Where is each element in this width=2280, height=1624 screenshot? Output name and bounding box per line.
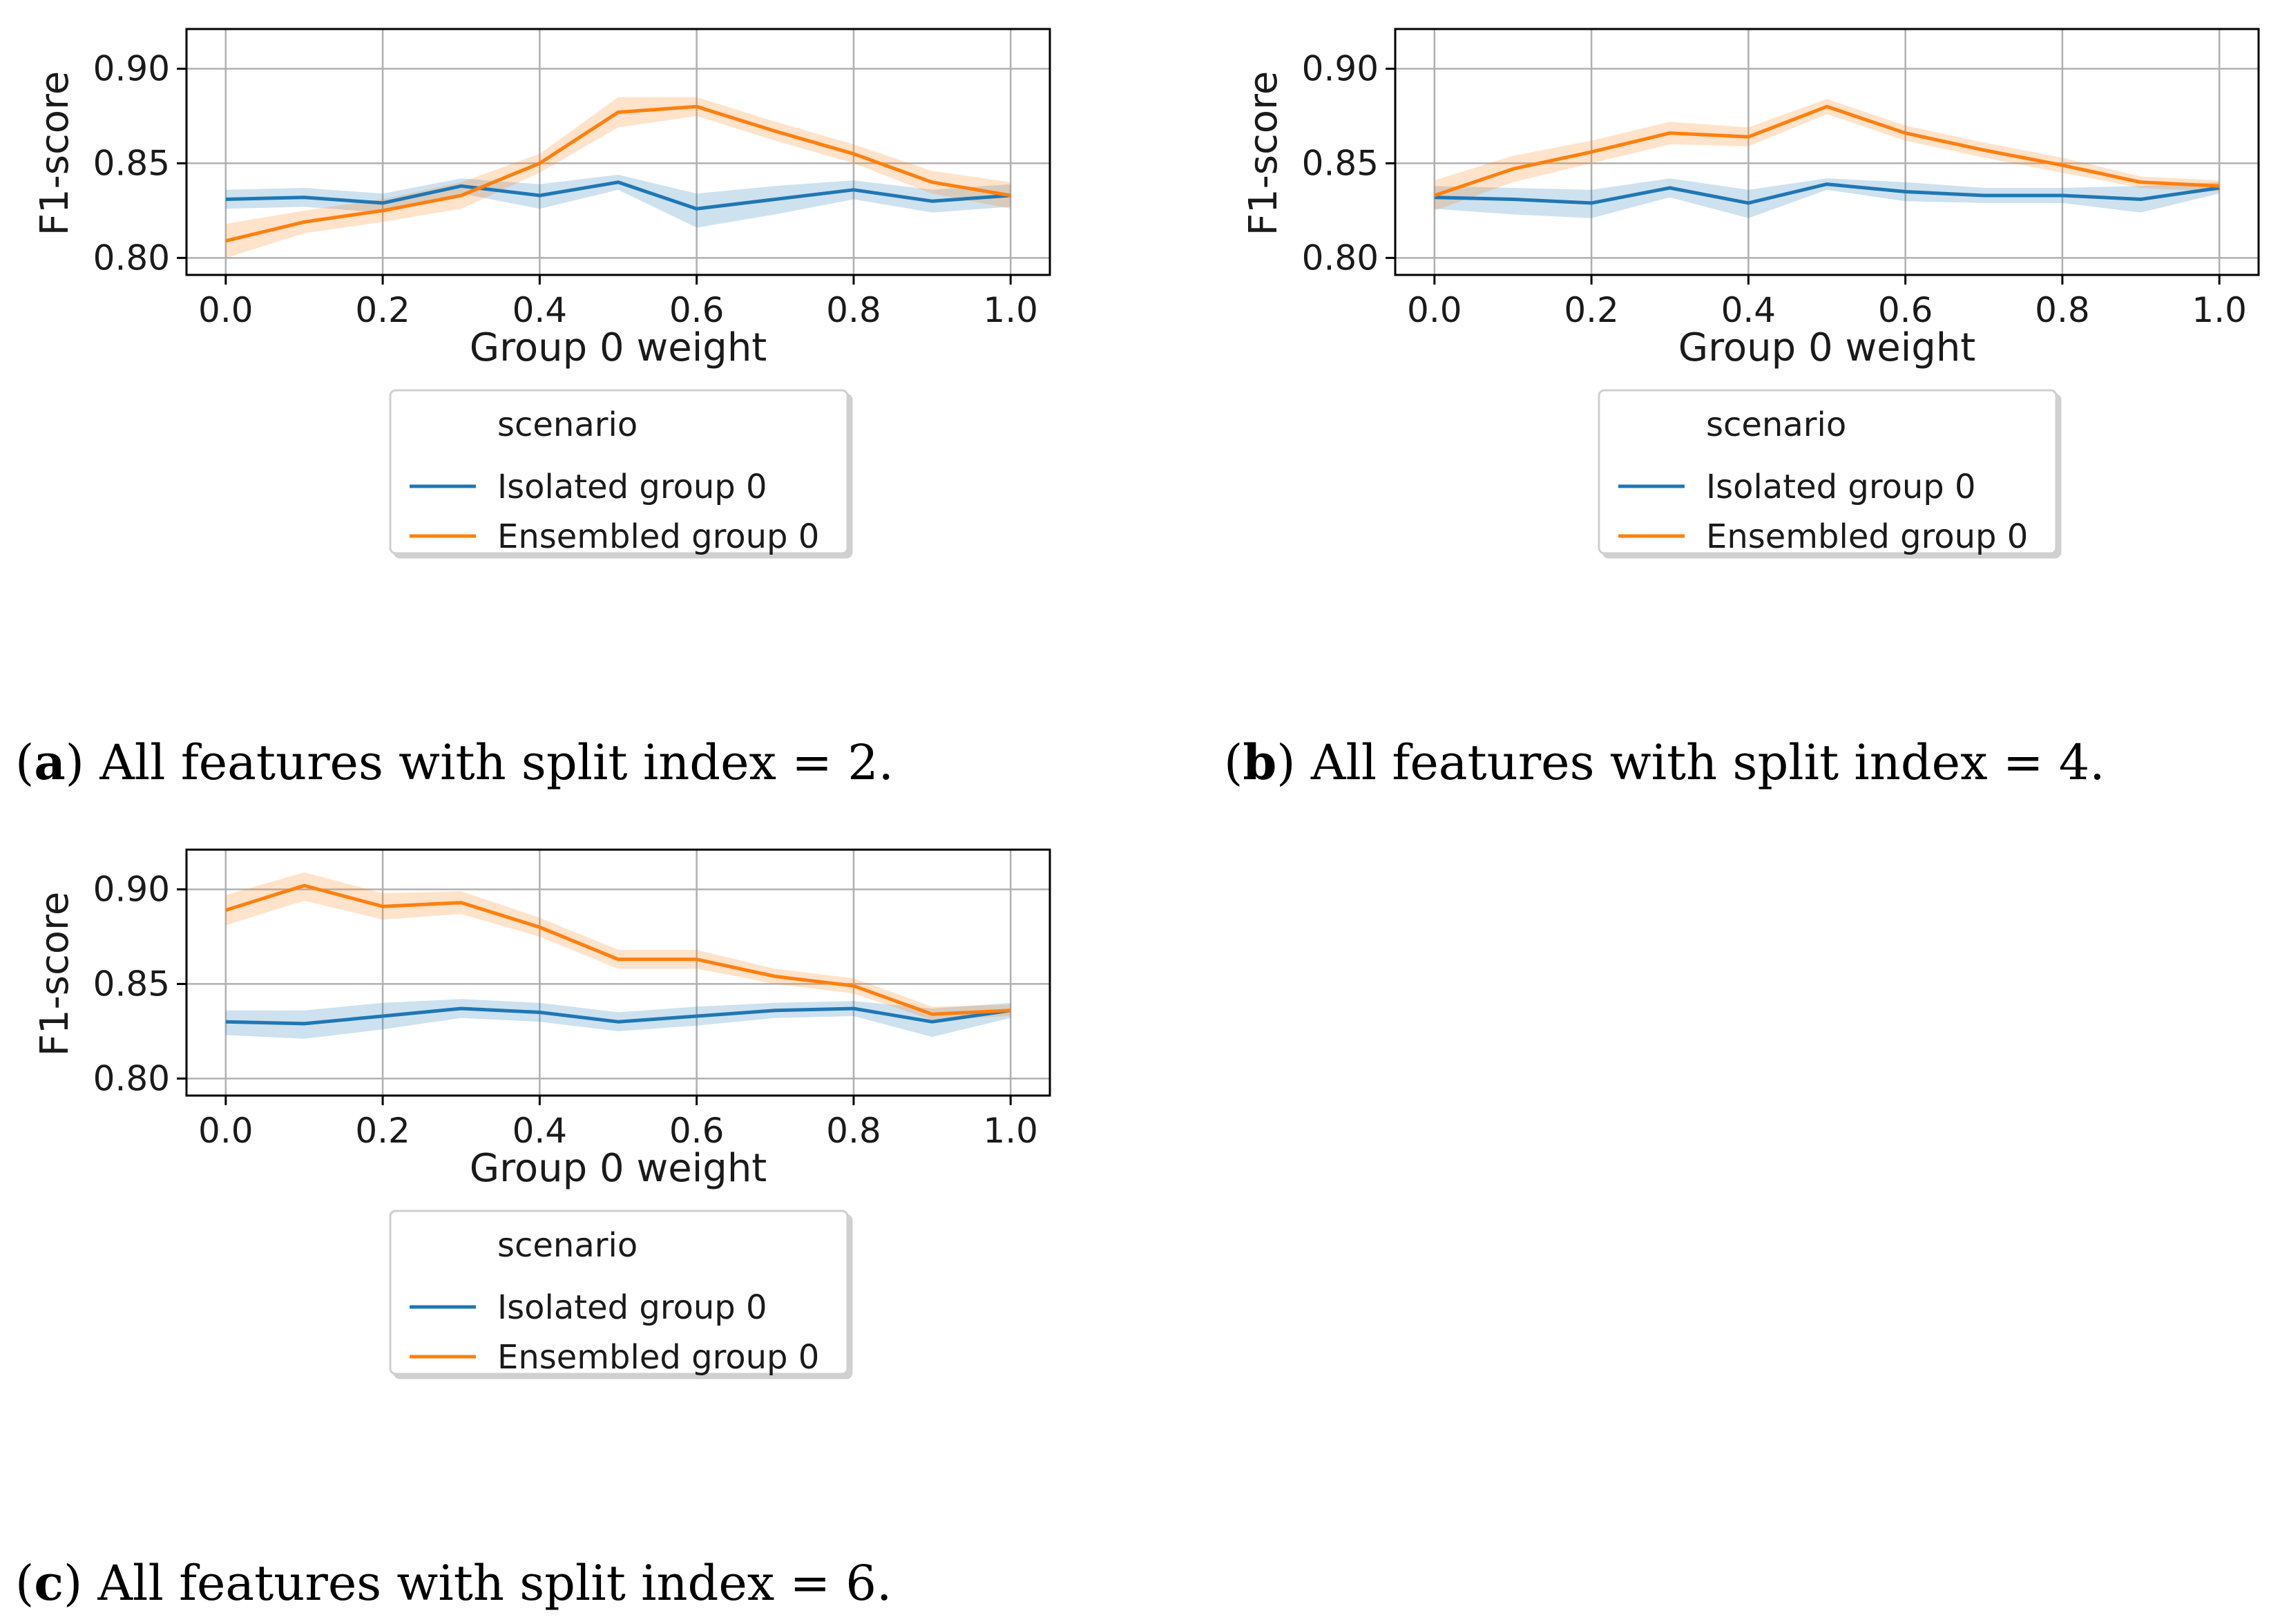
legend-label-ensembled: Ensembled group 0 — [1706, 517, 2028, 556]
confidence-band-isolated — [225, 174, 1011, 228]
x-tick-label: 0.6 — [669, 1111, 725, 1151]
plot-area: 0.0 0.2 0.4 0.6 0.8 1.0 0.80 0.85 0.90 — [1302, 28, 2260, 330]
caption-c: (c) All features with split index = 6. — [15, 1554, 892, 1612]
axes-frame — [185, 848, 1051, 1097]
x-tick-label: 1.0 — [2192, 290, 2247, 330]
caption-a-text: All features with split index = 2. — [84, 734, 894, 791]
panel-b: 0.0 0.2 0.4 0.6 0.8 1.0 0.80 0.85 0.90 Group 0 w… — [1241, 28, 2260, 556]
x-tick-label: 0.8 — [826, 1111, 881, 1151]
series-line-isolated — [1434, 182, 2220, 205]
confidence-band-ensembled — [1434, 99, 2220, 211]
series-line-isolated — [225, 180, 1011, 211]
legend-label-isolated: Isolated group 0 — [1706, 468, 1976, 506]
legend-label-isolated: Isolated group 0 — [497, 1288, 767, 1327]
x-tick-label: 0.0 — [198, 290, 253, 330]
series-line-ensembled — [225, 104, 1011, 243]
x-tick-label: 0.6 — [1878, 290, 1933, 330]
plot-area: 0.0 0.2 0.4 0.6 0.8 1.0 0.80 0.85 0.90 — [93, 848, 1051, 1151]
y-axis-label: F1-score — [32, 71, 77, 236]
confidence-band-ensembled — [225, 872, 1011, 1020]
legend-frame — [1598, 389, 2058, 555]
legend-title: scenario — [497, 405, 638, 444]
x-tick-label: 1.0 — [983, 290, 1038, 330]
y-axis-label: F1-score — [32, 892, 77, 1057]
y-tick-label: 0.90 — [1302, 49, 1379, 89]
x-tick-label: 0.2 — [1564, 290, 1619, 330]
legend-label-ensembled: Ensembled group 0 — [497, 517, 819, 556]
confidence-band-isolated — [1434, 178, 2220, 218]
axes-frame — [185, 28, 1051, 276]
y-tick-label: 0.90 — [93, 49, 170, 89]
y-tick-label: 0.85 — [1302, 143, 1379, 183]
panel-c: 0.0 0.2 0.4 0.6 0.8 1.0 0.80 0.85 0.90 Group 0 w… — [32, 848, 1051, 1377]
axes-frame — [1394, 28, 2260, 276]
legend: scenario Isolated group 0 Ensembled grou… — [389, 389, 849, 556]
x-tick-label: 0.4 — [1721, 290, 1776, 330]
series-line-isolated — [225, 1006, 1011, 1026]
x-tick-label: 0.0 — [198, 1111, 253, 1151]
x-tick-label: 0.0 — [1407, 290, 1462, 330]
legend-frame — [389, 1210, 849, 1375]
x-tick-label: 0.2 — [355, 1111, 410, 1151]
y-axis-label: F1-score — [1241, 71, 1286, 236]
legend-frame — [389, 389, 849, 555]
legend: scenario Isolated group 0 Ensembled grou… — [1598, 389, 2058, 556]
series-line-ensembled — [225, 883, 1011, 1016]
y-tick-label: 0.80 — [1302, 238, 1379, 278]
legend-title: scenario — [1706, 405, 1846, 444]
caption-c-label: c — [34, 1554, 64, 1612]
x-tick-label: 0.8 — [826, 290, 881, 330]
caption-a: (a) All features with split index = 2. — [15, 734, 894, 791]
plot-area: 0.0 0.2 0.4 0.6 0.8 1.0 0.80 0.85 0.90 — [93, 28, 1051, 330]
caption-c-text: All features with split index = 6. — [82, 1555, 892, 1612]
x-axis-label: Group 0 weight — [470, 325, 767, 370]
legend-label-ensembled: Ensembled group 0 — [497, 1338, 819, 1377]
confidence-band-ensembled — [225, 97, 1011, 258]
y-tick-label: 0.85 — [93, 143, 170, 183]
y-tick-label: 0.80 — [93, 238, 170, 278]
caption-b-text: All features with split index = 4. — [1296, 734, 2105, 791]
caption-b-label: b — [1243, 734, 1276, 791]
legend: scenario Isolated group 0 Ensembled grou… — [389, 1210, 849, 1377]
caption-b: (b) All features with split index = 4. — [1224, 734, 2105, 791]
caption-a-label: a — [34, 734, 65, 791]
x-tick-label: 0.8 — [2035, 290, 2090, 330]
x-tick-label: 0.4 — [512, 290, 568, 330]
panel-a: 0.0 0.2 0.4 0.6 0.8 1.0 0.80 0.85 0.90 Group 0 w… — [32, 28, 1051, 556]
x-tick-label: 0.6 — [669, 290, 725, 330]
x-tick-label: 1.0 — [983, 1111, 1038, 1151]
x-tick-label: 0.2 — [355, 290, 410, 330]
x-axis-label: Group 0 weight — [1678, 325, 1976, 370]
series-line-ensembled — [1434, 104, 2220, 198]
y-tick-label: 0.85 — [93, 964, 170, 1004]
y-tick-label: 0.90 — [93, 870, 170, 910]
legend-label-isolated: Isolated group 0 — [497, 468, 767, 506]
x-tick-label: 0.4 — [512, 1111, 568, 1151]
legend-title: scenario — [497, 1226, 638, 1265]
x-axis-label: Group 0 weight — [470, 1146, 767, 1191]
y-tick-label: 0.80 — [93, 1058, 170, 1098]
